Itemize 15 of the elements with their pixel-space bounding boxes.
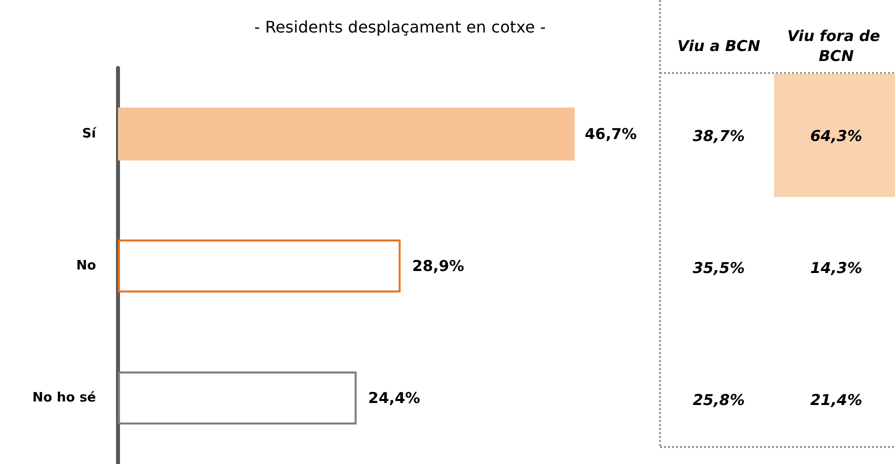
text: 35,5% — [692, 259, 745, 277]
y-tick-label: Sí — [82, 126, 98, 142]
chart-subtitle: - Residents desplaçament en cotxe - — [254, 18, 546, 36]
text: 64,3% — [810, 127, 862, 145]
y-tick-label: No — [76, 258, 96, 274]
text: 25,8% — [692, 391, 745, 409]
text: 38,7% — [692, 127, 745, 145]
data-label: 24,4% — [368, 389, 420, 407]
text: 21,4% — [810, 391, 862, 409]
text: 14,3% — [810, 259, 862, 277]
data-label: 46,7% — [584, 125, 637, 143]
category-label: Viu fora de BCN — [787, 27, 886, 65]
category-label: Viu a BCN — [677, 37, 761, 55]
y-tick-label: No ho sé — [32, 390, 96, 406]
data-label: 28,9% — [412, 257, 464, 275]
